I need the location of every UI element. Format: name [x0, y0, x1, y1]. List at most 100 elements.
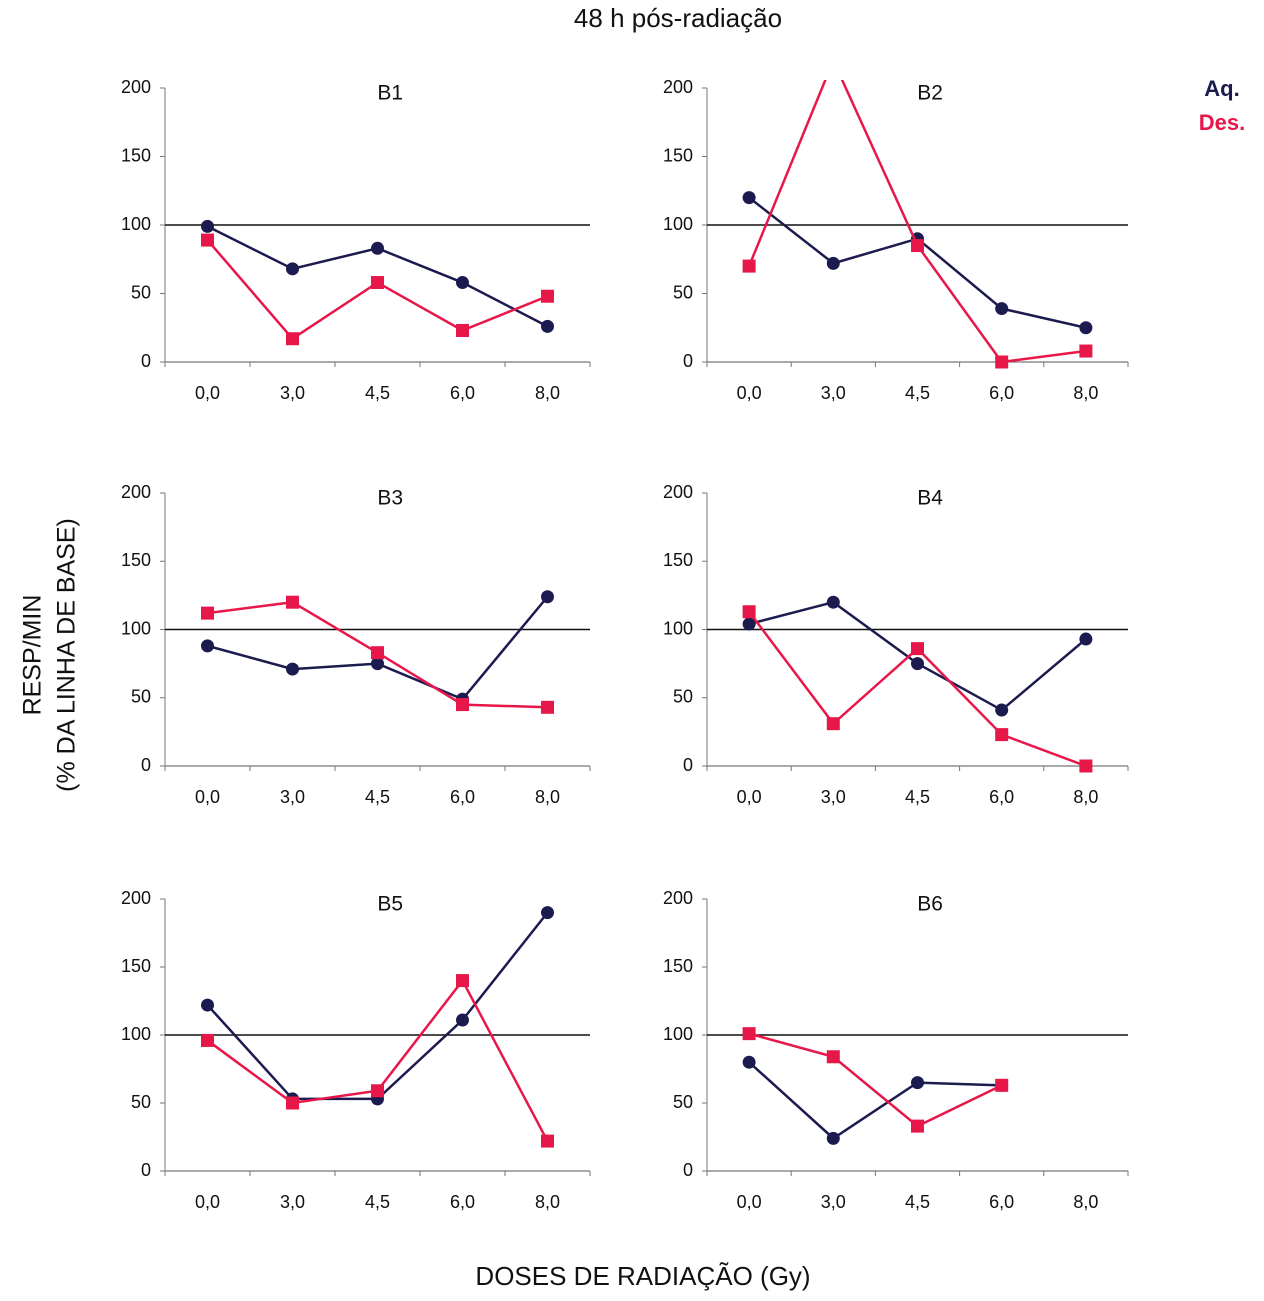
plot-area [201, 219, 554, 346]
marker [995, 728, 1009, 742]
marker [456, 276, 469, 290]
marker [826, 1050, 840, 1064]
x-tick-label: 8,0 [535, 1192, 560, 1212]
series-line [748, 600, 1087, 712]
x-tick-label: 6,0 [989, 383, 1014, 403]
series-line [206, 239, 548, 341]
marker [541, 289, 554, 303]
marker [827, 54, 840, 67]
marker [1079, 759, 1093, 773]
marker [1079, 632, 1093, 646]
x-tick-label: 3,0 [280, 787, 305, 807]
x-tick-label: 3,0 [821, 787, 846, 807]
marker [371, 1084, 384, 1098]
y-tick-label: 0 [141, 351, 151, 371]
marker [456, 323, 469, 337]
marker [826, 717, 840, 731]
marker [201, 219, 214, 233]
marker [541, 590, 554, 604]
y-tick-label: 150 [663, 956, 693, 976]
marker [742, 1027, 756, 1041]
panel-title: B5 [377, 893, 403, 916]
y-tick-label: 50 [673, 687, 693, 707]
y-tick-label: 50 [131, 1092, 151, 1112]
marker [201, 606, 214, 620]
x-tick-label: 4,5 [905, 787, 930, 807]
y-tick-label: 0 [683, 1160, 693, 1180]
marker [201, 233, 214, 247]
panel: 0 50 100 150 200 0,0 3,0 4,5 6,0 8,0 B6 [663, 888, 1129, 1212]
y-tick-label: 50 [673, 1092, 693, 1112]
x-tick-label: 8,0 [535, 383, 560, 403]
y-tick-label: 150 [121, 145, 151, 165]
marker [911, 1119, 924, 1133]
y-tick-label: 50 [131, 687, 151, 707]
panel: 0 50 100 150 200 0,0 3,0 4,5 6,0 8,0 B5 [121, 888, 591, 1212]
marker [826, 1131, 840, 1145]
plot-area [201, 906, 554, 1148]
marker [201, 998, 214, 1012]
legend-entry: Aq. [1204, 76, 1239, 101]
marker [742, 191, 756, 205]
panel-title: B3 [377, 487, 403, 510]
marker [541, 906, 554, 920]
x-tick-label: 4,5 [905, 1192, 930, 1212]
x-tick-label: 6,0 [989, 1192, 1014, 1212]
x-tick-label: 0,0 [195, 1192, 220, 1212]
marker [371, 646, 384, 660]
y-axis-label: (% DA LINHA DE BASE) [53, 518, 81, 792]
x-tick-label: 8,0 [1073, 787, 1098, 807]
legend-entry: Des. [1199, 110, 1245, 135]
y-tick-label: 0 [141, 1160, 151, 1180]
series-line [748, 1061, 1002, 1140]
y-tick-label: 200 [663, 888, 693, 908]
x-tick-label: 4,5 [365, 1192, 390, 1212]
marker [286, 595, 299, 609]
marker [541, 700, 554, 714]
x-tick-label: 4,5 [905, 383, 930, 403]
marker [911, 239, 924, 253]
plot-area [742, 595, 1093, 773]
y-tick-label: 0 [683, 351, 693, 371]
series-line [748, 196, 1087, 329]
x-tick-label: 6,0 [450, 1192, 475, 1212]
marker [286, 332, 299, 346]
marker [742, 1055, 756, 1069]
x-tick-label: 4,5 [365, 787, 390, 807]
marker [826, 256, 840, 270]
y-tick-label: 200 [663, 77, 693, 97]
y-tick-label: 100 [663, 214, 693, 234]
marker [742, 259, 756, 273]
x-tick-label: 6,0 [989, 787, 1014, 807]
y-tick-label: 150 [121, 956, 151, 976]
y-tick-label: 0 [683, 755, 693, 775]
y-tick-label: 200 [663, 482, 693, 502]
y-tick-label: 100 [121, 214, 151, 234]
y-tick-label: 100 [663, 618, 693, 638]
y-tick-label: 0 [141, 755, 151, 775]
plot-area [201, 590, 554, 714]
y-tick-label: 150 [121, 550, 151, 570]
x-tick-label: 3,0 [821, 1192, 846, 1212]
x-tick-label: 3,0 [280, 1192, 305, 1212]
series-line [748, 1032, 1003, 1128]
plot-area [742, 54, 1093, 369]
x-tick-label: 8,0 [1073, 383, 1098, 403]
y-tick-label: 150 [663, 145, 693, 165]
panel: 0 50 100 150 200 0,0 3,0 4,5 6,0 8,0 B4 [663, 482, 1129, 807]
panel-title: B1 [377, 82, 403, 105]
y-tick-label: 100 [121, 1024, 151, 1044]
panel: 0 50 100 150 200 0,0 3,0 4,5 6,0 8,0 B3 [121, 482, 591, 807]
marker [826, 595, 840, 609]
marker [286, 1096, 299, 1110]
y-tick-label: 50 [673, 282, 693, 302]
marker [995, 302, 1009, 316]
x-tick-label: 4,5 [365, 383, 390, 403]
marker [371, 657, 384, 671]
marker [995, 703, 1009, 717]
marker [995, 1078, 1009, 1092]
y-tick-label: 200 [121, 482, 151, 502]
marker [1079, 321, 1093, 335]
marker [201, 1033, 214, 1047]
